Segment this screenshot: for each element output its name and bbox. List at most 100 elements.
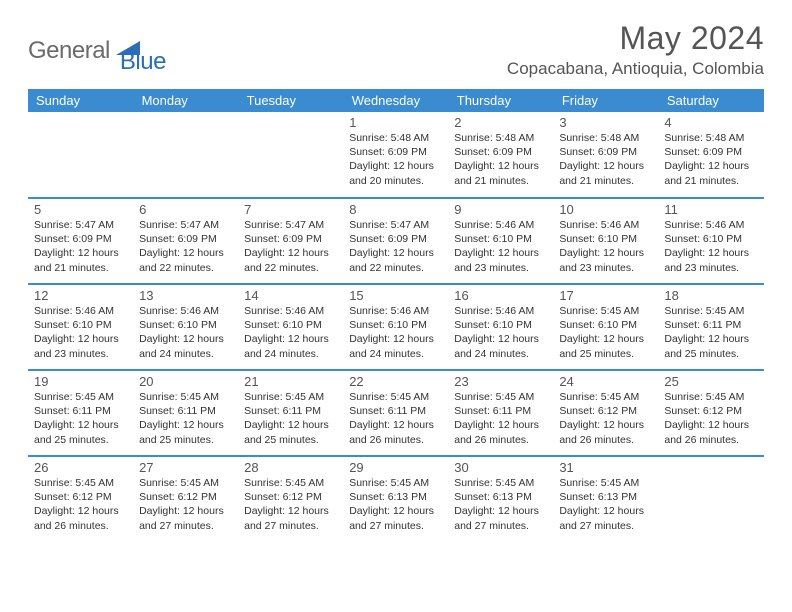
- day-daylight1: Daylight: 12 hours: [559, 246, 652, 260]
- day-sunset: Sunset: 6:11 PM: [34, 404, 127, 418]
- dayhead-monday: Monday: [133, 89, 238, 112]
- week-row: 5Sunrise: 5:47 AMSunset: 6:09 PMDaylight…: [28, 198, 764, 284]
- day-sunrise: Sunrise: 5:46 AM: [349, 304, 442, 318]
- day-sunset: Sunset: 6:12 PM: [664, 404, 757, 418]
- day-cell: 13Sunrise: 5:46 AMSunset: 6:10 PMDayligh…: [133, 284, 238, 370]
- day-daylight2: and 20 minutes.: [349, 174, 442, 188]
- day-daylight1: Daylight: 12 hours: [454, 332, 547, 346]
- day-daylight1: Daylight: 12 hours: [454, 159, 547, 173]
- day-daylight1: Daylight: 12 hours: [559, 504, 652, 518]
- day-daylight2: and 22 minutes.: [139, 261, 232, 275]
- day-cell: 17Sunrise: 5:45 AMSunset: 6:10 PMDayligh…: [553, 284, 658, 370]
- day-sunrise: Sunrise: 5:48 AM: [349, 131, 442, 145]
- title-block: May 2024 Copacabana, Antioquia, Colombia: [507, 20, 764, 79]
- day-cell: 31Sunrise: 5:45 AMSunset: 6:13 PMDayligh…: [553, 456, 658, 542]
- day-number: 13: [139, 288, 232, 303]
- day-daylight1: Daylight: 12 hours: [664, 332, 757, 346]
- day-sunset: Sunset: 6:09 PM: [244, 232, 337, 246]
- day-number: 26: [34, 460, 127, 475]
- day-daylight2: and 21 minutes.: [34, 261, 127, 275]
- day-sunrise: Sunrise: 5:45 AM: [244, 476, 337, 490]
- day-daylight2: and 26 minutes.: [349, 433, 442, 447]
- day-sunset: Sunset: 6:10 PM: [349, 318, 442, 332]
- day-daylight2: and 22 minutes.: [349, 261, 442, 275]
- dayhead-thursday: Thursday: [448, 89, 553, 112]
- day-sunset: Sunset: 6:10 PM: [454, 232, 547, 246]
- day-number: 22: [349, 374, 442, 389]
- day-sunset: Sunset: 6:10 PM: [454, 318, 547, 332]
- day-daylight2: and 27 minutes.: [244, 519, 337, 533]
- day-sunrise: Sunrise: 5:48 AM: [559, 131, 652, 145]
- day-sunset: Sunset: 6:11 PM: [664, 318, 757, 332]
- day-cell: 0xxxx: [658, 456, 763, 542]
- day-daylight1: Daylight: 12 hours: [664, 246, 757, 260]
- week-row: 0xxxx0xxxx0xxxx1Sunrise: 5:48 AMSunset: …: [28, 112, 764, 198]
- day-sunset: Sunset: 6:09 PM: [349, 145, 442, 159]
- day-number: 8: [349, 202, 442, 217]
- day-sunrise: Sunrise: 5:47 AM: [244, 218, 337, 232]
- day-cell: 2Sunrise: 5:48 AMSunset: 6:09 PMDaylight…: [448, 112, 553, 198]
- day-sunset: Sunset: 6:09 PM: [454, 145, 547, 159]
- day-sunset: Sunset: 6:13 PM: [559, 490, 652, 504]
- day-cell: 24Sunrise: 5:45 AMSunset: 6:12 PMDayligh…: [553, 370, 658, 456]
- day-daylight2: and 21 minutes.: [454, 174, 547, 188]
- logo: General Blue: [28, 26, 166, 76]
- header: General Blue May 2024 Copacabana, Antioq…: [28, 20, 764, 79]
- day-sunrise: Sunrise: 5:46 AM: [34, 304, 127, 318]
- day-daylight2: and 27 minutes.: [349, 519, 442, 533]
- day-cell: 19Sunrise: 5:45 AMSunset: 6:11 PMDayligh…: [28, 370, 133, 456]
- day-sunrise: Sunrise: 5:47 AM: [349, 218, 442, 232]
- day-number: 12: [34, 288, 127, 303]
- day-sunrise: Sunrise: 5:45 AM: [349, 476, 442, 490]
- day-daylight2: and 27 minutes.: [454, 519, 547, 533]
- day-cell: 22Sunrise: 5:45 AMSunset: 6:11 PMDayligh…: [343, 370, 448, 456]
- day-daylight1: Daylight: 12 hours: [559, 159, 652, 173]
- day-sunrise: Sunrise: 5:45 AM: [139, 390, 232, 404]
- day-number: 6: [139, 202, 232, 217]
- day-daylight1: Daylight: 12 hours: [34, 246, 127, 260]
- day-number: 23: [454, 374, 547, 389]
- day-cell: 6Sunrise: 5:47 AMSunset: 6:09 PMDaylight…: [133, 198, 238, 284]
- day-number: 5: [34, 202, 127, 217]
- logo-text-blue: Blue: [120, 48, 166, 76]
- day-cell: 27Sunrise: 5:45 AMSunset: 6:12 PMDayligh…: [133, 456, 238, 542]
- day-number: 20: [139, 374, 232, 389]
- day-daylight1: Daylight: 12 hours: [34, 418, 127, 432]
- day-sunset: Sunset: 6:09 PM: [34, 232, 127, 246]
- day-number: 9: [454, 202, 547, 217]
- day-daylight1: Daylight: 12 hours: [349, 332, 442, 346]
- day-cell: 10Sunrise: 5:46 AMSunset: 6:10 PMDayligh…: [553, 198, 658, 284]
- day-number: 11: [664, 202, 757, 217]
- day-sunrise: Sunrise: 5:45 AM: [559, 304, 652, 318]
- day-sunset: Sunset: 6:09 PM: [139, 232, 232, 246]
- logo-text-general: General: [28, 37, 110, 65]
- day-daylight1: Daylight: 12 hours: [139, 246, 232, 260]
- day-daylight2: and 25 minutes.: [244, 433, 337, 447]
- day-daylight1: Daylight: 12 hours: [34, 504, 127, 518]
- day-sunrise: Sunrise: 5:47 AM: [139, 218, 232, 232]
- day-daylight1: Daylight: 12 hours: [244, 418, 337, 432]
- day-sunset: Sunset: 6:13 PM: [349, 490, 442, 504]
- day-sunrise: Sunrise: 5:45 AM: [454, 476, 547, 490]
- day-sunset: Sunset: 6:10 PM: [34, 318, 127, 332]
- calendar-page: General Blue May 2024 Copacabana, Antioq…: [0, 0, 792, 560]
- day-sunset: Sunset: 6:10 PM: [139, 318, 232, 332]
- day-daylight2: and 24 minutes.: [244, 347, 337, 361]
- day-number: 4: [664, 115, 757, 130]
- day-sunset: Sunset: 6:09 PM: [559, 145, 652, 159]
- day-cell: 21Sunrise: 5:45 AMSunset: 6:11 PMDayligh…: [238, 370, 343, 456]
- day-daylight1: Daylight: 12 hours: [349, 418, 442, 432]
- day-header-row: Sunday Monday Tuesday Wednesday Thursday…: [28, 89, 764, 112]
- day-number: 30: [454, 460, 547, 475]
- day-cell: 7Sunrise: 5:47 AMSunset: 6:09 PMDaylight…: [238, 198, 343, 284]
- day-daylight1: Daylight: 12 hours: [244, 332, 337, 346]
- day-cell: 18Sunrise: 5:45 AMSunset: 6:11 PMDayligh…: [658, 284, 763, 370]
- day-daylight1: Daylight: 12 hours: [454, 246, 547, 260]
- day-cell: 0xxxx: [238, 112, 343, 198]
- day-number: 2: [454, 115, 547, 130]
- day-cell: 30Sunrise: 5:45 AMSunset: 6:13 PMDayligh…: [448, 456, 553, 542]
- day-sunset: Sunset: 6:09 PM: [664, 145, 757, 159]
- day-daylight1: Daylight: 12 hours: [34, 332, 127, 346]
- day-daylight2: and 22 minutes.: [244, 261, 337, 275]
- day-daylight2: and 23 minutes.: [454, 261, 547, 275]
